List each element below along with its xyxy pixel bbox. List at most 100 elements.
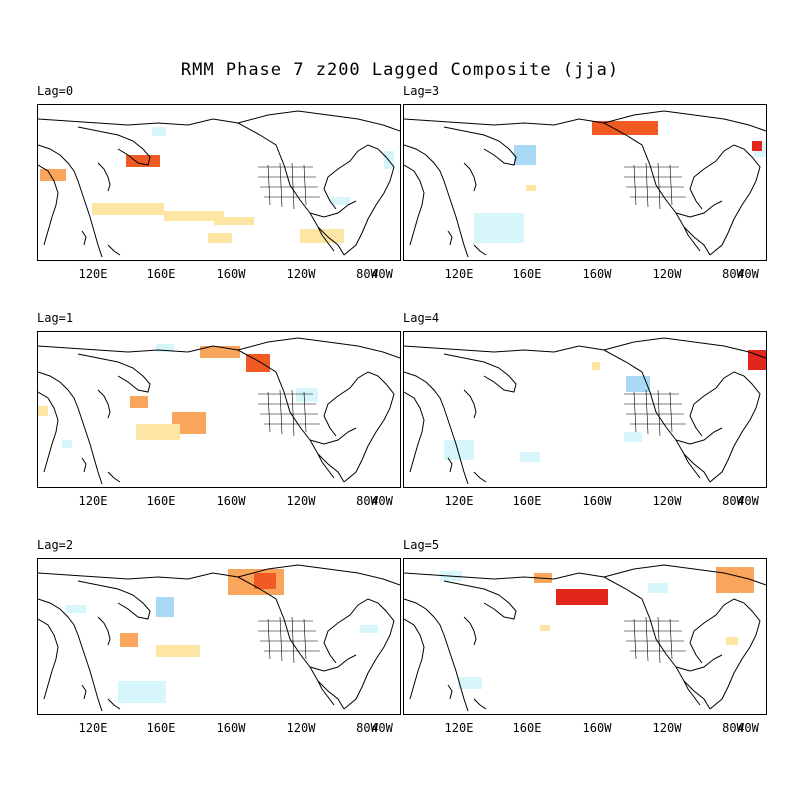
negative-anomaly-patch: [330, 197, 350, 205]
negative-anomaly-patch: [458, 677, 482, 689]
anomaly-map: [404, 110, 766, 258]
state-border: [657, 616, 661, 664]
anomaly-map: [404, 564, 766, 712]
coastline: [689, 598, 761, 710]
coastline: [603, 564, 766, 586]
longitude-tick-label: 40W: [371, 494, 393, 508]
negative-anomaly-patch: [156, 597, 174, 617]
state-border: [291, 389, 295, 437]
coastline: [463, 162, 477, 192]
anomaly-map: [38, 564, 400, 712]
longitude-tick-label: 80W: [356, 494, 378, 508]
map-frame: [37, 331, 401, 488]
positive-anomaly-patch: [300, 229, 344, 243]
longitude-tick-label: 80W: [356, 267, 378, 281]
coastline: [38, 345, 189, 353]
negative-anomaly-patch: [514, 145, 536, 165]
positive-anomaly-patch: [172, 412, 206, 434]
state-border: [645, 162, 649, 208]
panel-label: Lag=2: [37, 538, 74, 552]
state-border: [267, 391, 271, 433]
panel-label: Lag=0: [37, 84, 74, 98]
map-panel-lag-3: Lag=3 120E 160E 160W 120W 80W 40W: [403, 84, 767, 281]
longitude-tick-label: 120W: [286, 494, 316, 508]
longitude-tick-label: 160W: [582, 267, 612, 281]
longitude-tick-label: 120W: [652, 267, 682, 281]
anomaly-map: [404, 337, 766, 485]
positive-anomaly-patch: [164, 211, 224, 221]
coastline: [404, 118, 555, 126]
positive-anomaly-patch: [156, 645, 200, 657]
positive-anomaly-patch: [592, 121, 658, 135]
longitude-tick-label: 160E: [146, 721, 176, 735]
longitude-tick-label: 160W: [216, 494, 246, 508]
positive-anomaly-patch: [136, 424, 180, 440]
coastline: [683, 680, 701, 706]
positive-anomaly-patch: [214, 217, 254, 225]
coastline: [404, 144, 469, 258]
negative-anomaly-patch: [474, 213, 524, 243]
longitude-tick-label: 80W: [356, 721, 378, 735]
coastline: [77, 126, 151, 166]
negative-anomaly-patch: [152, 127, 166, 136]
negative-anomaly-patch: [62, 440, 72, 448]
coastline: [309, 654, 357, 672]
positive-anomaly-patch: [716, 567, 754, 593]
coastline: [38, 118, 189, 126]
map-frame: [403, 331, 767, 488]
coastline: [404, 371, 469, 485]
positive-anomaly-patch: [130, 396, 148, 408]
positive-anomaly-patch: [208, 233, 232, 243]
map-frame: [403, 558, 767, 715]
longitude-tick-label: 120E: [444, 494, 474, 508]
longitude-tick-label: 160W: [216, 721, 246, 735]
state-border: [657, 389, 661, 437]
state-border: [669, 618, 673, 660]
coastline: [404, 618, 425, 700]
figure-title: RMM Phase 7 z200 Lagged Composite (jja): [180, 60, 620, 80]
coastline: [603, 337, 766, 359]
negative-anomaly-patch: [360, 625, 378, 633]
map-panel-lag-5: Lag=5 120E 160E 160W 120W 80W 40W: [403, 538, 767, 735]
coastline: [317, 680, 335, 706]
coastline: [107, 471, 121, 483]
coastline: [38, 144, 103, 258]
longitude-tick-label: 40W: [371, 721, 393, 735]
map-panel-lag-4: Lag=4 120E 160E 160W 120W 80W 40W: [403, 311, 767, 508]
longitude-tick-label: 40W: [737, 267, 759, 281]
positive-anomaly-patch: [556, 589, 608, 605]
state-border: [279, 616, 283, 662]
coastline: [675, 654, 723, 672]
longitude-tick-label: 160E: [146, 267, 176, 281]
positive-anomaly-patch: [748, 350, 766, 370]
state-border: [267, 618, 271, 660]
positive-anomaly-patch: [726, 637, 738, 645]
positive-anomaly-patch: [120, 633, 138, 647]
coastline: [404, 164, 425, 246]
map-frame: [37, 558, 401, 715]
positive-anomaly-patch: [126, 155, 160, 167]
state-border: [633, 391, 637, 433]
map-frame: [403, 104, 767, 261]
positive-anomaly-patch: [592, 362, 600, 370]
state-border: [645, 616, 649, 662]
coastline: [309, 200, 357, 218]
longitude-tick-label: 160E: [512, 494, 542, 508]
map-panel-lag-2: Lag=2 120E 160E 160W 120W 80W 40W: [37, 538, 401, 735]
coastline: [317, 226, 335, 252]
coastline: [404, 345, 555, 353]
longitude-tick-label: 160W: [582, 494, 612, 508]
positive-anomaly-patch: [40, 169, 66, 181]
longitude-tick-label: 120W: [286, 721, 316, 735]
longitude-tick-label: 160E: [512, 721, 542, 735]
coastline: [443, 353, 517, 393]
state-border: [669, 391, 673, 433]
coastline: [463, 616, 477, 646]
longitude-tick-label: 80W: [722, 267, 744, 281]
longitude-tick-label: 160E: [146, 494, 176, 508]
longitude-tick-label: 120E: [78, 721, 108, 735]
coastline: [689, 144, 761, 256]
longitude-tick-label: 160W: [216, 267, 246, 281]
negative-anomaly-patch: [156, 344, 174, 352]
longitude-tick-label: 80W: [722, 721, 744, 735]
